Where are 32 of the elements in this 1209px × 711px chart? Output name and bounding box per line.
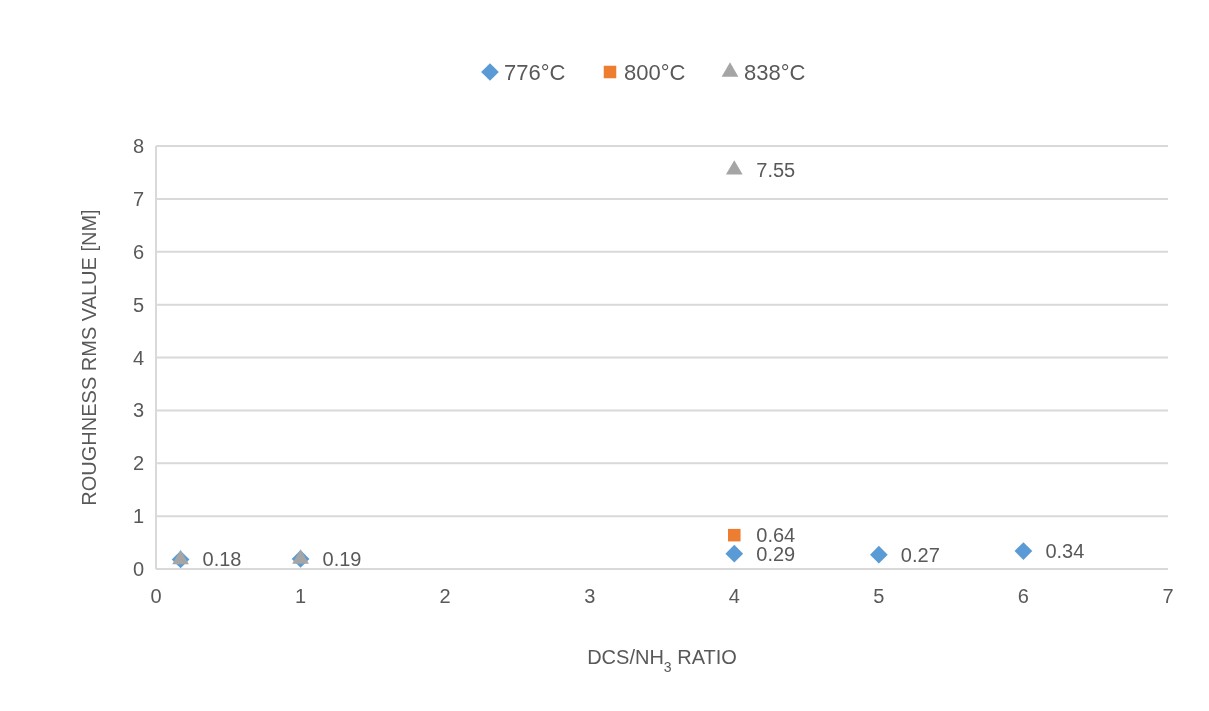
y-tick-label: 0 — [132, 558, 144, 580]
y-tick-label: 2 — [132, 452, 144, 475]
data-label: 0.34 — [1045, 540, 1085, 563]
legend-label: 838°C — [744, 59, 806, 85]
x-axis-title: DCS/NH$_{3}$ RATIO — [587, 646, 737, 675]
x-tick-label: 3 — [584, 585, 596, 607]
y-tick-label: 8 — [132, 135, 144, 157]
x-tick-label: 0 — [150, 585, 162, 607]
x-tick-label: 2 — [439, 585, 451, 607]
x-tick-label: 4 — [728, 585, 740, 607]
data-label: 0.27 — [900, 543, 940, 566]
data-label: 0.18 — [202, 548, 242, 571]
y-tick-label: 3 — [132, 399, 144, 422]
x-tick-label: 6 — [1017, 585, 1029, 607]
legend-label: 776°C — [504, 59, 566, 85]
y-tick-label: 7 — [132, 187, 144, 210]
y-axis-title: ROUGHNESS RMS VALUE [NM] — [78, 209, 100, 506]
x-tick-label: 5 — [873, 585, 885, 607]
y-tick-label: 4 — [132, 346, 144, 369]
legend-label: 800°C — [624, 59, 686, 85]
data-label: 7.55 — [756, 158, 796, 181]
point — [1014, 542, 1033, 560]
point — [870, 545, 888, 564]
x-tick-label: 1 — [295, 585, 307, 607]
x-tick-label: 7 — [1162, 585, 1174, 607]
y-tick-label: 1 — [132, 505, 144, 528]
y-tick-label: 5 — [132, 293, 144, 316]
y-tick-label: 6 — [132, 240, 144, 263]
data-label: 0.19 — [322, 547, 362, 570]
point — [728, 528, 741, 542]
point — [725, 544, 744, 563]
point — [725, 160, 743, 175]
